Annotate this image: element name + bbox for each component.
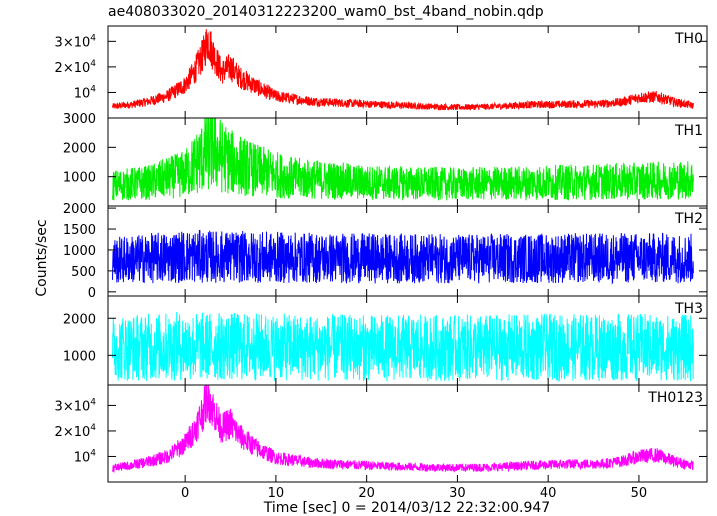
panel-label-th3: TH3 xyxy=(674,301,703,317)
panels-group: TH01042×1043×104TH1100020003000TH2050010… xyxy=(55,25,708,501)
x-tick-label: 30 xyxy=(449,486,466,501)
y-axis-label: Counts/sec xyxy=(34,219,50,296)
y-tick-label: 2000 xyxy=(63,141,96,156)
y-tick-label: 2×104 xyxy=(55,423,97,440)
y-tick-label: 2000 xyxy=(63,202,96,217)
panel-th1: TH1 1000 2000 3000 xyxy=(63,112,708,207)
y-tick-label: 2×104 xyxy=(55,59,97,76)
panel-th2: TH2 0 500 1000 1500 2000 xyxy=(63,202,708,301)
x-tick-label: 40 xyxy=(540,486,557,501)
series-line-th1 xyxy=(112,117,694,201)
panel-th0: TH0 104 2×104 3×104 xyxy=(55,25,708,119)
panel-th3: TH3 1000 2000 xyxy=(63,295,708,386)
series-line-th0123 xyxy=(112,384,694,474)
panel-label-th0: TH0 xyxy=(674,31,703,47)
y-tick-label: 104 xyxy=(74,448,97,465)
y-tick-label: 500 xyxy=(71,265,96,280)
y-tick-label: 1500 xyxy=(63,223,96,238)
y-tick-label: 3×104 xyxy=(55,397,97,414)
panel-frame xyxy=(107,384,708,483)
series-line-th2 xyxy=(112,229,694,285)
x-tick-label: 20 xyxy=(358,486,375,501)
x-axis-label: Time [sec] 0 = 2014/03/12 22:32:00.947 xyxy=(263,500,550,516)
panel-label-th2: TH2 xyxy=(674,211,703,227)
y-tick-label: 0 xyxy=(88,286,96,301)
y-tick-label: 104 xyxy=(74,84,97,101)
x-tick-label: 50 xyxy=(631,486,648,501)
y-tick-label: 1000 xyxy=(63,244,96,259)
x-tick-label: 10 xyxy=(268,486,285,501)
y-tick-label: 1000 xyxy=(63,349,96,364)
panel-label-th1: TH1 xyxy=(674,123,703,139)
y-tick-label: 3000 xyxy=(63,112,96,127)
y-tick-label: 3×104 xyxy=(55,33,97,50)
panel-label-th0123: TH0123 xyxy=(647,390,703,406)
series-line-th3 xyxy=(112,311,694,383)
series-line-th0 xyxy=(112,29,694,111)
x-tick-label: 0 xyxy=(181,486,189,501)
y-tick-label: 1000 xyxy=(63,171,96,186)
panel-th0123: TH0123 104 2×104 3×104 xyxy=(55,384,708,483)
y-tick-label: 2000 xyxy=(63,312,96,327)
chart-title: ae408033020_20140312223200_wam0_bst_4ban… xyxy=(108,4,544,20)
